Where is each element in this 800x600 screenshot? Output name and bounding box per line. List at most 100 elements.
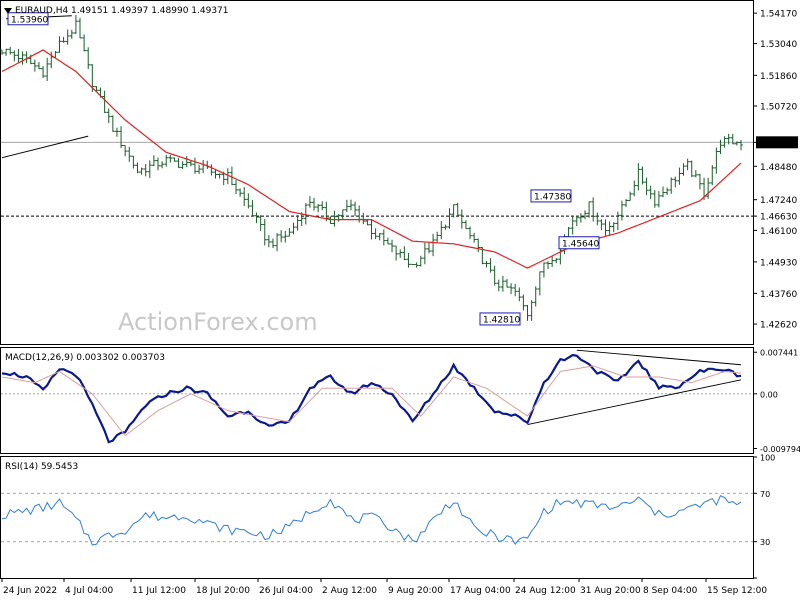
price-bar [632, 180, 637, 197]
x-tick-label: 18 Jul 20:00 [196, 586, 250, 596]
price-bar [463, 220, 468, 230]
price-bar [287, 228, 292, 237]
price-bar [488, 258, 493, 273]
price-bar [714, 147, 719, 174]
x-tick-label: 31 Aug 20:00 [580, 586, 641, 596]
price-bar [615, 211, 620, 231]
current-price-box [756, 136, 798, 149]
macd-tick-label: -0.009794 [760, 445, 800, 454]
price-bar [558, 246, 563, 265]
price-bar [492, 265, 497, 286]
price-bar [697, 173, 702, 190]
price-bar [422, 242, 427, 265]
signal-line [1, 365, 742, 437]
price-bar [509, 283, 514, 295]
price-bar [361, 212, 366, 225]
x-tick-label: 4 Jul 04:00 [65, 586, 114, 596]
price-bar [86, 47, 91, 70]
price-bar [377, 232, 382, 241]
rsi-reference-lines [1, 492, 753, 543]
price-bar [114, 127, 119, 137]
price-bar [636, 163, 641, 191]
price-bar [229, 166, 234, 186]
price-bar [496, 279, 501, 292]
macd-tick-label: 0.007441 [760, 349, 798, 358]
price-bar [484, 260, 489, 268]
price-bar [303, 203, 308, 225]
price-annotation: 1.47380 [530, 189, 572, 203]
price-bar [279, 230, 284, 243]
price-bar [628, 191, 633, 201]
price-tick-label: 1.51860 [760, 72, 797, 82]
price-bar [689, 160, 694, 178]
price-bar [258, 215, 263, 231]
price-bar [603, 219, 608, 236]
macd-trendline [527, 379, 742, 425]
price-bar [65, 29, 70, 45]
price-bar [246, 193, 251, 209]
price-bar [344, 199, 349, 212]
price-bar [348, 199, 353, 211]
price-bar [443, 224, 448, 230]
price-bar [394, 245, 399, 261]
price-bar [225, 168, 230, 185]
price-bar [242, 187, 247, 207]
price-bar [184, 156, 189, 168]
price-bar [517, 287, 522, 302]
price-bar [611, 222, 616, 233]
price-bar [69, 29, 74, 39]
price-bar [734, 141, 739, 146]
price-bar [722, 136, 727, 148]
price-bar [295, 215, 300, 231]
annotation-label: 1.53960 [11, 15, 48, 25]
price-bar [262, 219, 267, 246]
price-bar [139, 167, 144, 175]
price-bar [180, 161, 185, 169]
price-tick-label: 1.44930 [760, 258, 797, 268]
price-bar [537, 271, 542, 296]
price-bar [587, 201, 592, 218]
price-bar [73, 14, 78, 35]
price-bar [119, 126, 124, 149]
price-bar [381, 229, 386, 246]
price-bar [123, 144, 128, 157]
price-bar [550, 256, 555, 268]
price-bar [677, 167, 682, 185]
price-bar [168, 154, 173, 163]
price-bar [693, 170, 698, 178]
rsi-tick-label: 70 [760, 490, 770, 499]
price-annotation: 1.53960 [7, 12, 49, 26]
price-bar [192, 157, 197, 174]
price-bar [541, 262, 546, 278]
rsi-line [1, 495, 742, 546]
price-bar [418, 255, 423, 267]
price-bar [574, 215, 579, 227]
price-bar [131, 155, 136, 169]
price-bar [644, 177, 649, 196]
price-bar [45, 57, 50, 82]
price-bar [730, 133, 735, 145]
price-tick-label: 1.48480 [760, 163, 797, 173]
price-bar [270, 238, 275, 248]
price-bar [291, 222, 296, 235]
price-bar [640, 166, 645, 185]
price-bar [143, 164, 148, 177]
price-bar [439, 221, 444, 240]
price-bar [20, 51, 25, 65]
price-bar [402, 246, 407, 261]
price-bar [156, 157, 161, 171]
price-bar [176, 157, 181, 168]
price-bar [607, 221, 612, 236]
price-bar [681, 163, 686, 176]
macd-series [1, 353, 742, 444]
x-tick-label: 9 Aug 20:00 [388, 586, 443, 596]
price-bar [238, 188, 243, 197]
price-bar [275, 233, 280, 252]
price-bar [250, 200, 255, 217]
price-bar [234, 180, 239, 195]
price-bar [472, 232, 477, 243]
annotation-box [558, 236, 600, 250]
price-bar [209, 164, 214, 176]
macd-tick-label: 0.00 [760, 390, 778, 399]
